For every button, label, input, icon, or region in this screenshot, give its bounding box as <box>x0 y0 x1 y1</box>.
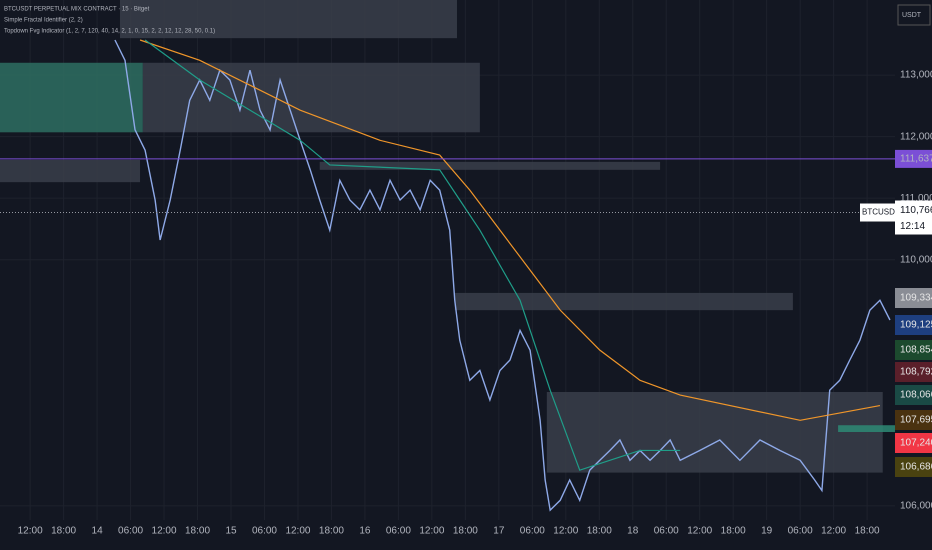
price-label-box <box>895 315 932 335</box>
price-label: 108,066.5 <box>900 390 932 401</box>
y-tick-label: 111,000.0 <box>900 193 932 204</box>
x-tick-label: 17 <box>493 526 505 537</box>
x-tick-label: 06:00 <box>386 526 411 537</box>
price-label: 110,766.7 <box>900 205 932 216</box>
zone <box>119 0 457 39</box>
zone <box>142 62 480 133</box>
price-label: 108,854.1 <box>900 345 932 356</box>
x-tick-label: 18:00 <box>51 526 76 537</box>
price-label-box <box>895 200 932 235</box>
y-tick-label: 112,000.0 <box>900 131 932 142</box>
zone <box>546 392 883 473</box>
x-tick-label: 12:00 <box>152 526 177 537</box>
x-tick-label: 18 <box>627 526 639 537</box>
zone <box>319 161 661 170</box>
indicator-label: Topdown Fvg Indicator (1, 2, 7, 120, 40,… <box>4 29 215 35</box>
series-line <box>114 39 891 512</box>
x-tick-label: 12:00 <box>18 526 43 537</box>
x-tick-label: 18:00 <box>453 526 478 537</box>
symbol: BTCUSDT.P <box>862 208 906 217</box>
zone <box>838 425 895 432</box>
plot-area <box>0 0 895 520</box>
x-tick-label: 12:00 <box>687 526 712 537</box>
x-tick-label: 14 <box>92 526 104 537</box>
x-tick-label: 06:00 <box>654 526 679 537</box>
price-label: 107,240.6 <box>900 438 932 449</box>
x-tick-label: 18:00 <box>855 526 880 537</box>
price-label: 111,637.9 <box>900 154 932 165</box>
price-label-box <box>895 410 932 430</box>
price-label-box <box>895 385 932 405</box>
x-tick-label: 18:00 <box>319 526 344 537</box>
zone <box>0 62 143 133</box>
chart-title: BTCUSDT PERPETUAL MIX CONTRACT · 15 · Bi… <box>4 7 150 13</box>
x-tick-label: 18:00 <box>721 526 746 537</box>
x-tick-label: 15 <box>225 526 237 537</box>
x-tick-label: 12:00 <box>821 526 846 537</box>
price-label-box <box>895 340 932 360</box>
x-tick-label: 06:00 <box>520 526 545 537</box>
price-label: 109,125.8 <box>900 320 932 331</box>
price-label-box <box>895 149 932 168</box>
currency[interactable]: USDT <box>902 12 922 19</box>
price-label: 108,792.0 <box>900 367 932 378</box>
price-label: 106,686.8 <box>900 462 932 473</box>
y-tick-label: 113,000.0 <box>900 70 932 81</box>
x-tick-label: 06:00 <box>252 526 277 537</box>
x-tick-label: 06:00 <box>118 526 143 537</box>
x-tick-label: 18:00 <box>185 526 210 537</box>
x-tick-label: 12:00 <box>419 526 444 537</box>
indicator-label: Simple Fractal Identifier (2, 2) <box>4 18 83 24</box>
y-tick-label: 110,000.0 <box>900 254 932 265</box>
price-label-box <box>895 288 932 308</box>
x-tick-label: 18:00 <box>587 526 612 537</box>
series-line <box>139 39 881 421</box>
y-tick-label: 106,000.0 <box>900 500 932 511</box>
zone <box>454 292 793 311</box>
x-tick-label: 06:00 <box>788 526 813 537</box>
price-label: 109,334.9 <box>900 293 932 304</box>
price-label-box <box>895 433 932 453</box>
x-tick-label: 12:00 <box>553 526 578 537</box>
symbol-box <box>860 203 896 222</box>
price-label: 107,695.5 <box>900 415 932 426</box>
countdown: 12:14 <box>900 221 925 232</box>
x-tick-label: 16 <box>359 526 371 537</box>
price-label-box <box>895 457 932 477</box>
price-label-box <box>895 362 932 382</box>
x-tick-label: 19 <box>761 526 773 537</box>
zone <box>0 160 141 183</box>
currency-box[interactable] <box>897 4 931 26</box>
x-tick-label: 12:00 <box>285 526 310 537</box>
